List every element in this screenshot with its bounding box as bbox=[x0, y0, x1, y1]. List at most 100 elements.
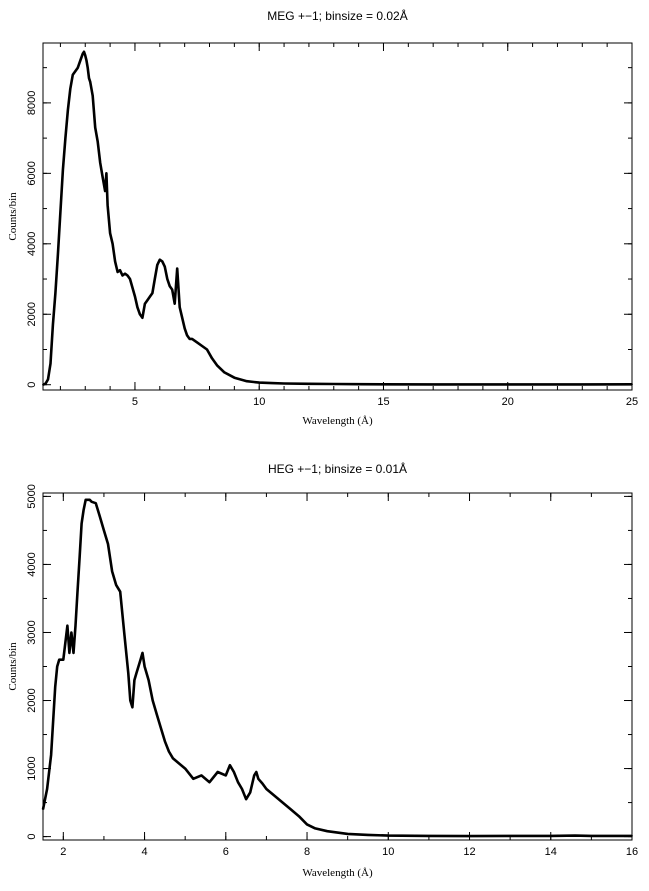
data-point bbox=[124, 272, 126, 275]
data-point bbox=[281, 801, 284, 804]
data-point bbox=[144, 302, 146, 305]
data-point bbox=[590, 835, 593, 837]
x-tick-label: 15 bbox=[377, 396, 389, 408]
data-point bbox=[47, 378, 49, 381]
data-point bbox=[44, 382, 47, 385]
x-tick-label: 14 bbox=[545, 846, 557, 858]
x-tick-label: 4 bbox=[141, 846, 147, 858]
data-point bbox=[178, 306, 181, 309]
data-point bbox=[387, 834, 390, 837]
chart-title: MEG +−1; binsize = 0.02Å bbox=[267, 8, 407, 23]
data-point bbox=[131, 706, 134, 709]
y-tick-label: 4000 bbox=[26, 232, 38, 256]
y-tick-label: 3000 bbox=[26, 620, 38, 644]
y-tick-label: 5000 bbox=[26, 484, 38, 508]
data-point bbox=[181, 316, 184, 319]
data-point bbox=[283, 382, 285, 385]
data-point bbox=[253, 774, 256, 777]
data-point bbox=[255, 771, 258, 773]
data-point bbox=[184, 767, 187, 770]
x-axis-label: Wavelength (Å) bbox=[302, 867, 373, 879]
data-point bbox=[357, 383, 360, 386]
data-point bbox=[216, 364, 218, 367]
data-point bbox=[139, 313, 141, 316]
data-point bbox=[114, 260, 116, 263]
data-point bbox=[86, 66, 89, 69]
data-point bbox=[46, 788, 48, 790]
data-point bbox=[66, 624, 69, 627]
data-point bbox=[71, 73, 74, 76]
data-point bbox=[153, 278, 156, 280]
data-point bbox=[129, 278, 131, 280]
data-point bbox=[83, 50, 85, 53]
data-point bbox=[151, 699, 154, 702]
data-point bbox=[84, 54, 87, 57]
y-tick-label: 2000 bbox=[26, 688, 38, 712]
data-point bbox=[176, 267, 179, 270]
data-point bbox=[171, 288, 174, 291]
data-point bbox=[76, 66, 79, 69]
data-point bbox=[42, 383, 44, 386]
plot-frame bbox=[42, 492, 633, 841]
data-point bbox=[308, 382, 310, 385]
data-point bbox=[151, 292, 154, 294]
y-tick-label: 1000 bbox=[26, 756, 38, 780]
data-point bbox=[156, 264, 159, 266]
chart-title: HEG +−1; binsize = 0.01Å bbox=[268, 461, 407, 476]
x-tick-label: 10 bbox=[253, 396, 265, 408]
data-point bbox=[106, 204, 109, 207]
data-point bbox=[103, 529, 105, 532]
data-point bbox=[196, 341, 199, 344]
data-point bbox=[581, 383, 584, 386]
data-point bbox=[166, 278, 169, 280]
data-point bbox=[216, 771, 219, 773]
data-point bbox=[62, 658, 65, 661]
data-point bbox=[173, 302, 176, 305]
data-point bbox=[428, 835, 430, 837]
data-point bbox=[155, 713, 158, 715]
data-point bbox=[115, 584, 117, 586]
data-point bbox=[58, 658, 61, 661]
data-point bbox=[88, 77, 90, 80]
data-point bbox=[289, 808, 292, 811]
data-point bbox=[332, 383, 335, 385]
data-point bbox=[245, 380, 248, 383]
data-point bbox=[127, 672, 130, 675]
data-point bbox=[298, 815, 300, 818]
data-point bbox=[192, 777, 195, 780]
data-point bbox=[56, 665, 59, 668]
data-point bbox=[59, 211, 62, 214]
data-point bbox=[49, 362, 52, 365]
data-point bbox=[94, 502, 97, 505]
data-point bbox=[50, 754, 52, 756]
data-point bbox=[96, 140, 99, 143]
data-point bbox=[146, 299, 149, 302]
data-point bbox=[367, 834, 369, 836]
data-point bbox=[54, 686, 57, 688]
data-point bbox=[141, 652, 144, 654]
data-point bbox=[62, 168, 64, 171]
x-tick-label: 2 bbox=[60, 846, 66, 858]
data-point bbox=[168, 750, 170, 753]
spectrum-line bbox=[41, 498, 632, 838]
data-point bbox=[233, 771, 235, 773]
data-point bbox=[99, 161, 102, 164]
x-axis-label: Wavelength (Å) bbox=[302, 415, 373, 427]
data-point bbox=[119, 590, 122, 593]
data-point bbox=[549, 835, 552, 837]
data-point bbox=[101, 176, 104, 178]
data-point bbox=[273, 794, 276, 797]
chart-panel-1: MEG +−1; binsize = 0.02Å 5 10 15 20 25 0 2000 40… bbox=[7, 8, 638, 427]
data-point bbox=[482, 383, 484, 386]
data-point bbox=[111, 570, 113, 573]
data-point bbox=[78, 556, 81, 559]
data-point bbox=[143, 665, 146, 668]
data-point bbox=[168, 285, 171, 287]
data-point bbox=[249, 791, 252, 794]
data-point bbox=[111, 242, 114, 245]
data-point bbox=[126, 274, 129, 277]
data-point bbox=[224, 774, 227, 777]
data-point bbox=[84, 498, 87, 501]
data-point bbox=[164, 740, 166, 743]
